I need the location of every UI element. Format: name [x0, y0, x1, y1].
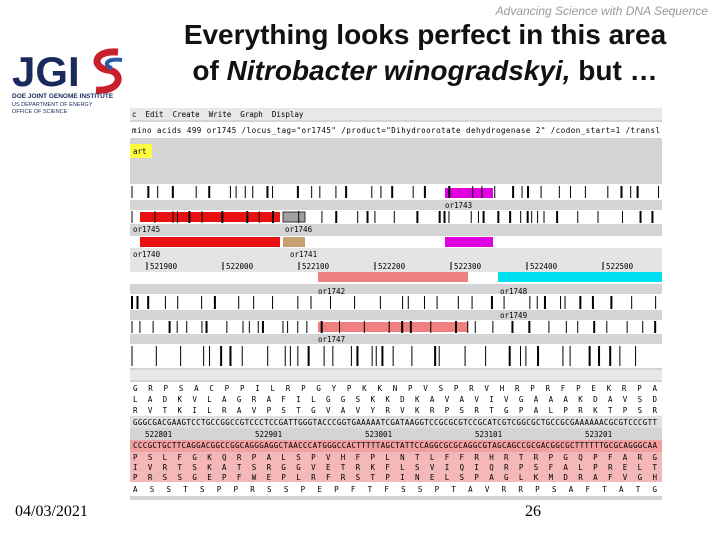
- feature: [498, 272, 662, 282]
- feature-label: or1747: [318, 335, 345, 344]
- feature-label: or1748: [500, 287, 528, 296]
- ruler-label: 522400: [530, 262, 558, 271]
- logo: JGI DOE JOINT GENOME INSTITUTE US DEPART…: [12, 48, 123, 115]
- title-part: Nitrobacter winogradskyi,: [227, 55, 571, 86]
- feature-label: or1746: [285, 225, 313, 234]
- menu-bar: [130, 108, 662, 120]
- ruler-label: 523201: [585, 430, 612, 439]
- feature-label: or1742: [318, 287, 345, 296]
- menu-item[interactable]: Create: [173, 110, 201, 119]
- menu-item[interactable]: Write: [209, 110, 232, 119]
- frame-strip: [130, 344, 662, 368]
- logo-text: DOE JOINT GENOME INSTITUTE: [12, 93, 114, 100]
- ruler-label: 522100: [302, 262, 330, 271]
- feature-label: or1740: [133, 250, 161, 259]
- feature-label: or1743: [445, 201, 472, 210]
- sequence-row: L A D K V L A G R A F I L G G S K K D K …: [133, 395, 657, 404]
- ruler-label: 523001: [365, 430, 392, 439]
- logo-text: US DEPARTMENT OF ENERGY: [12, 102, 93, 108]
- separator: [130, 370, 662, 380]
- ruler-label: 522200: [378, 262, 406, 271]
- ruler-label: 522500: [606, 262, 634, 271]
- menu-item[interactable]: Edit: [146, 110, 164, 119]
- sequence-row: I V R T S K A T S R G G V E T R K F L S …: [133, 463, 657, 472]
- dna-strip: [130, 416, 662, 428]
- feature-label: or1741: [290, 250, 317, 259]
- sequence-row: P S L F G K Q R P A L S P V H F P L N T …: [133, 453, 657, 462]
- frame-strip: [130, 294, 662, 310]
- sequence-row: A S S T S P P R S S P E P F T F S S P T …: [133, 485, 657, 494]
- feature: [318, 272, 468, 282]
- selection-text: art: [133, 147, 147, 156]
- logo-text: OFFICE OF SCIENCE: [12, 109, 68, 115]
- feature: [140, 212, 280, 222]
- logo-letters: JGI: [12, 48, 80, 95]
- qualifier-bar: [130, 122, 662, 138]
- ruler-label: 522300: [454, 262, 482, 271]
- menu-item[interactable]: Display: [272, 110, 304, 119]
- title: of Nitrobacter winogradskyi, but …: [192, 55, 657, 86]
- feature: [140, 237, 280, 247]
- menu-item[interactable]: c: [132, 110, 137, 119]
- menu-item[interactable]: Graph: [240, 110, 263, 119]
- tagline: Advancing Science with DNA Sequence: [495, 4, 709, 18]
- sequence-row: R V T K I L R A V P S T G V A V Y R V K …: [133, 406, 657, 415]
- sequence-row: G R P S A C P P I L R P G Y P K K N P V …: [133, 384, 657, 393]
- aa-strip: [130, 482, 662, 496]
- aa-strip: [130, 452, 662, 482]
- ruler-label: 523101: [475, 430, 502, 439]
- ruler-band: [130, 248, 662, 272]
- sequence-row: CCCGCTGCTTCAGGACGGCCGGCAGGGAGGCTAACCCATG…: [133, 441, 657, 450]
- feature: [282, 211, 306, 223]
- feature-label: or1749: [500, 311, 527, 320]
- feature: [318, 322, 468, 332]
- logo-swoosh: [104, 57, 123, 70]
- feature: [283, 237, 305, 247]
- ruler-label: 522901: [255, 430, 282, 439]
- title-part: but …: [571, 55, 658, 86]
- feature: [445, 188, 493, 198]
- dna-strip: [130, 440, 662, 452]
- title-part: of: [192, 55, 226, 86]
- ruler-label: 522000: [226, 262, 254, 271]
- feature: [445, 237, 493, 247]
- selection: [130, 144, 152, 158]
- sequence-row: GGGCGACGAAGTCCTGCCGGCCGTCCCTCCGATTGGGTAC…: [133, 418, 657, 427]
- genome-browser: mino acids 499 or1745 /locus_tag="or1745…: [130, 108, 662, 500]
- ruler-label: 521900: [150, 262, 178, 271]
- logo-swoosh: [93, 48, 122, 94]
- ruler-label: 522801: [145, 430, 172, 439]
- sequence-row: P R S S G E P F W E P L R F R S T P I N …: [133, 473, 657, 482]
- title: Everything looks perfect in this area: [184, 19, 667, 50]
- page-number: 26: [525, 503, 541, 520]
- feature-label: or1745: [133, 225, 160, 234]
- aa-strip: [130, 382, 662, 416]
- qualifier-text: mino acids 499 or1745 /locus_tag="or1745…: [132, 126, 660, 135]
- date: 04/03/2021: [15, 503, 88, 520]
